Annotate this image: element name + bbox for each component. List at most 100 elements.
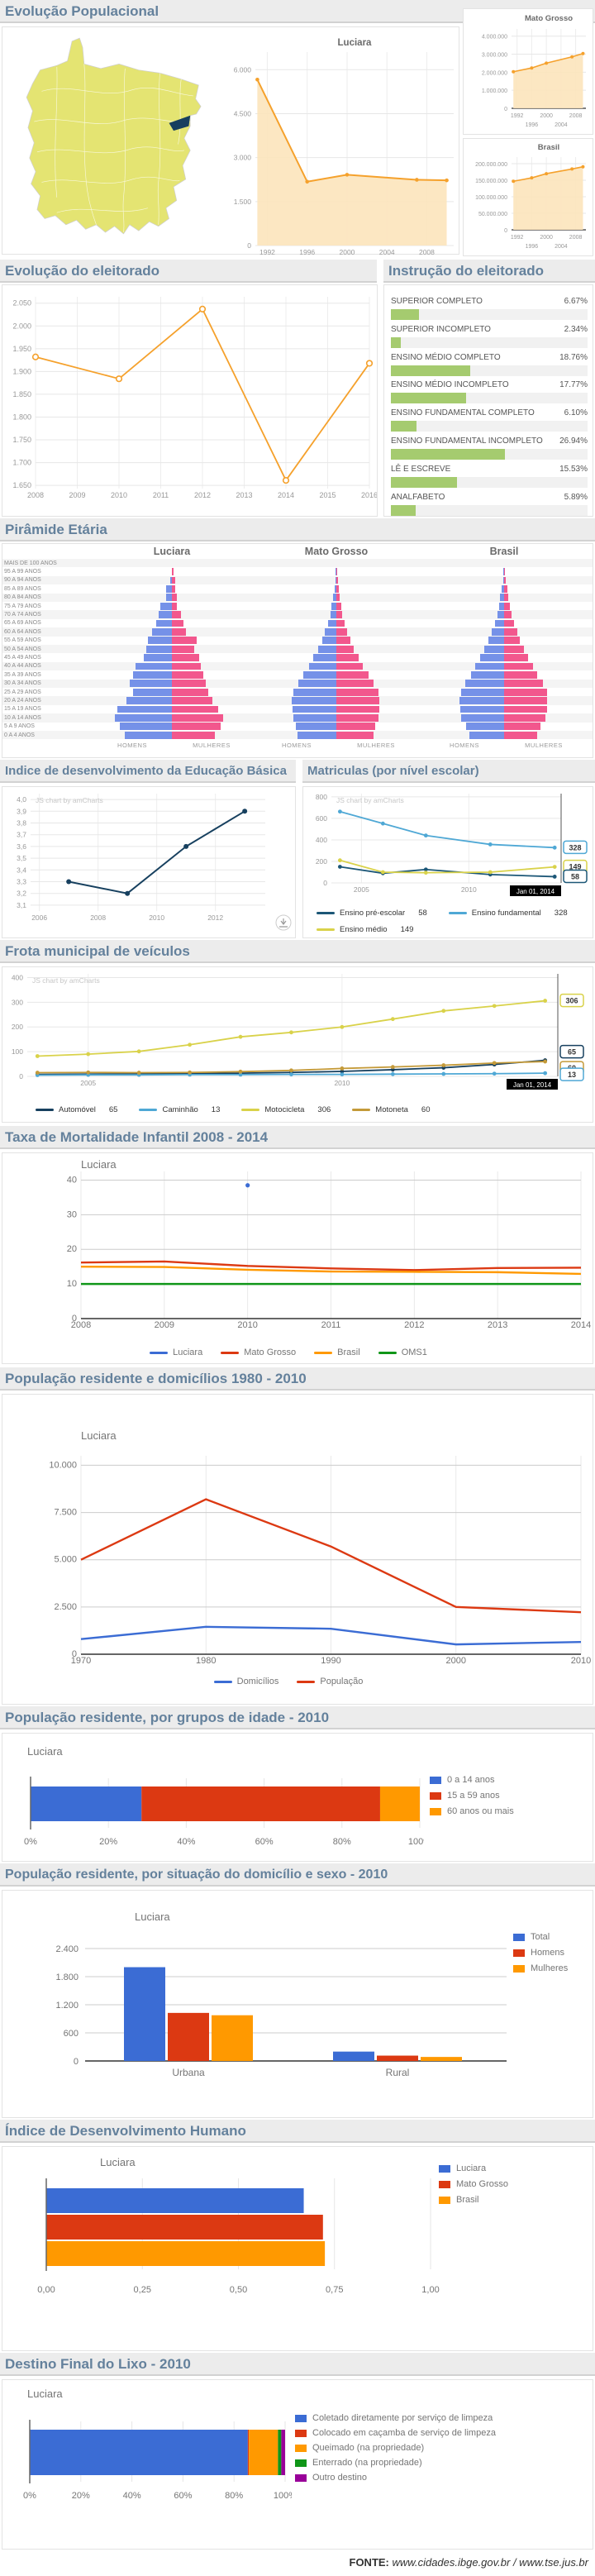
municipal-borders [34,64,193,233]
section-evolucao-populacional: Evolução Populacional Lu [0,0,595,258]
age-band-label: 20 A 24 ANOS [4,697,41,704]
age-band-label: 65 A 69 ANOS [4,620,41,627]
pyramid-row-stripe [2,661,593,671]
tick-label: 0 [72,1649,77,1659]
tick-label: 2000 [540,235,553,241]
legend-label: Ensino fundamental [471,908,541,918]
chart-subtitle: Luciara [27,2388,63,2400]
section-title: População residente, por situação do dom… [5,1868,388,1882]
idh-bar-2 [46,2215,323,2240]
pyramid-bar-mulheres [172,602,178,610]
cursor-date-tag [507,1079,558,1090]
section-title: Destino Final do Lixo - 2010 [5,2356,191,2372]
pyramid-bar-homens [124,731,172,739]
tick-label: 200.000.000 [475,162,507,168]
pyramid-bar-mulheres [336,594,340,602]
panel-eleitorado-chart: 2.050 2.000 1.950 1.900 1.850 1.800 1.750 1.700… [2,284,378,517]
chart-ideb[interactable]: 4,0 3,9 3,8 3,7 3,6 3,5 3,4 3,3 3,2 3,1 2006 2008 20… [2,787,295,937]
legend-swatch [36,1108,54,1111]
age-band-label: 15 A 19 ANOS [4,706,41,713]
legend-label: Domicílios [236,1677,279,1686]
instrucao-item-label: LÊ E ESCREVE [391,464,451,474]
legend-item[interactable]: Automóvel 65 [36,1100,117,1119]
tick-label: 80% [225,2491,243,2501]
age-band-label: 25 A 29 ANOS [4,689,41,695]
pyramid-bar-homens [459,705,504,713]
tick-label: 2012 [194,491,211,499]
legend-item[interactable]: Ensino médio 149 [317,921,413,937]
legend-item[interactable]: Motocicleta 306 [241,1100,331,1119]
instrucao-item-pct: 6.10% [564,408,588,418]
legend-swatch [513,1964,525,1973]
tick-label: 7.500 [54,1508,77,1518]
tick-label: 2004 [555,244,568,250]
chart-title: Luciara [338,38,373,48]
pyramid-bar-mulheres [504,585,507,593]
pyramid-bar-mulheres [504,731,538,739]
series-line [80,1498,582,1614]
section-title: Indice de desenvolvimento da Educação Bá… [5,764,287,778]
bar-segment [281,2430,285,2475]
legend-item[interactable]: Motoneta 60 [352,1100,430,1119]
pyramid-bar-mulheres [336,680,374,688]
legend-swatch [295,2459,307,2467]
section-header-grupos: População residente, por grupos de idade… [0,1706,595,1729]
frota-legend: Automóvel 65 Caminhão 13 Motocicleta 306 Moton… [36,1100,581,1119]
pyramid-bar-mulheres [172,568,174,575]
download-icon[interactable] [275,914,292,931]
legend-item[interactable]: Ensino pré-escolar 58 [317,904,427,921]
homens-label: HOMENS [450,742,479,750]
fonte-note: FONTE: www.cidades.ibge.gov.br / www.tse… [350,2556,589,2569]
tick-label: 3,5 [17,854,26,862]
legend-swatch [439,2196,450,2204]
pyramid-bar-mulheres [172,680,207,688]
legend-label: Ensino médio [340,924,388,934]
pyramid-bar-homens [333,594,336,602]
tick-label: 2.050 [12,299,31,308]
tick-label: 600 [64,2029,79,2039]
bar-segment [379,1787,420,1821]
situacao-legend: Total Homens Mulheres [513,1932,593,1990]
chart-idh: 0,00 0,25 0,50 0,75 1,00 [2,2172,515,2337]
area-fill [513,53,583,108]
section-piramide-etaria: Pirâmide Etária MAIS DE 100 ANOS 95 A 99 … [0,518,595,760]
tick-label: 2.000.000 [482,70,507,76]
section-title: Índice de Desenvolvimento Humano [5,2123,246,2139]
section-title: Taxa de Mortalidade Infantil 2008 - 2014 [5,1129,269,1145]
tick-label: 3,6 [17,842,26,851]
chart-matriculas[interactable]: 800 600 400 200 0 2005 2010 Jan 01, 2014 328 149 5… [303,787,593,903]
section-header-frota: Frota municipal de veículos [0,940,595,963]
age-band-label: 5 A 9 ANOS [4,723,35,730]
legend-item[interactable]: Ensino fundamental 328 [448,904,568,921]
pyramid-bar-homens [155,619,172,627]
pyramid-row-stripe [2,610,593,619]
series-line [340,866,555,878]
panel-grupos: Luciara 0% 20% 40% 60% 80% 100% 0 a 14 anos 15… [2,1733,593,1862]
tick-label: 0 [247,241,251,250]
pyramid-bar-homens [292,705,336,713]
pyramid-bar-mulheres [336,723,375,731]
tick-label: 3,8 [17,819,26,828]
legend-label: Outro destino [312,2473,368,2483]
legend-label: 60 anos ou mais [447,1806,514,1816]
pyramid-bar-homens [313,654,336,661]
section-header-matriculas: Matriculas (por nível escolar) [302,760,595,783]
mortalidade-legend: Luciara Mato Grosso Brasil OMS1 [2,1343,593,1362]
chart-popdom: 10.000 7.500 5.000 2.500 0 1970 1980 1990 2000 20… [2,1448,593,1667]
legend-item: Colocado em caçamba de serviço de limpez… [295,2428,576,2438]
legend-item[interactable]: Caminhão 13 [139,1100,220,1119]
mato-grosso-map[interactable] [7,31,212,250]
tick-label: 0 [19,1072,23,1080]
legend-swatch [295,2473,307,2482]
legend-label: 15 a 59 anos [447,1791,500,1801]
section-grupos-idade: População residente, por grupos de idade… [0,1706,595,1863]
section-title: Matriculas (por nível escolar) [307,764,479,778]
section-footer: FONTE: www.cidades.ibge.gov.br / www.tse… [0,2551,595,2576]
instrucao-bar-fill [391,476,457,488]
pyramid-bar-mulheres [172,731,216,739]
luciara-highlight[interactable] [169,115,191,131]
fonte-links[interactable]: www.cidades.ibge.gov.br / www.tse.jus.br [392,2556,588,2569]
tick-label: 2009 [155,1320,174,1330]
age-band-label: 55 A 59 ANOS [4,637,41,644]
